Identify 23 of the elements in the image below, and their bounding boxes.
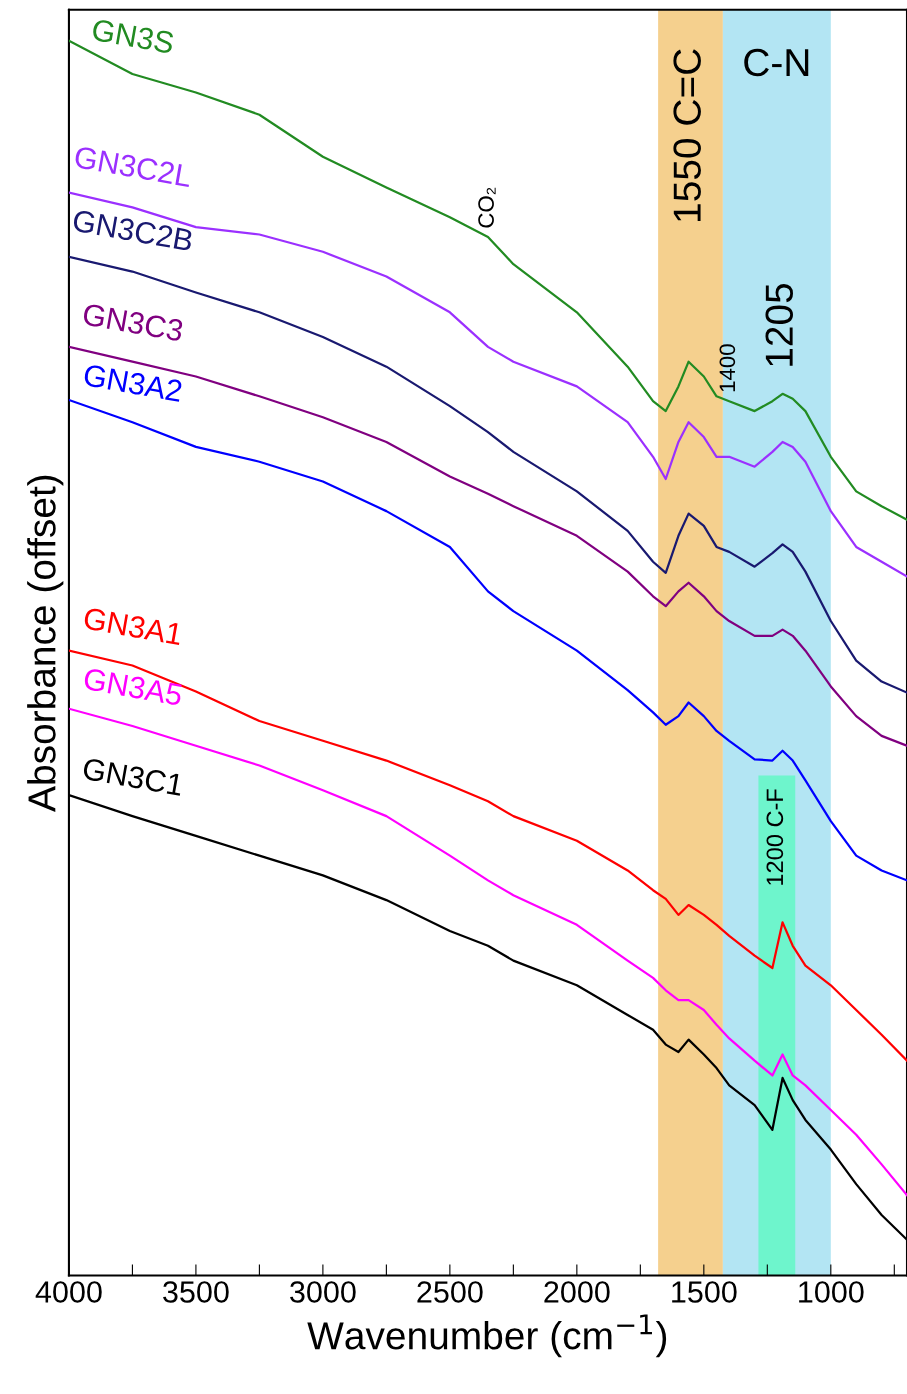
text: GN3S xyxy=(91,18,175,54)
x-tick-label: 3500 xyxy=(163,1281,229,1303)
text: GN3C3 xyxy=(82,303,184,342)
text: GN3A2 xyxy=(83,363,183,403)
x-tick-label: 3000 xyxy=(290,1281,356,1303)
text: GN3A1 xyxy=(83,607,183,646)
x-tick-label: 2500 xyxy=(417,1281,483,1303)
band-label: 1550 C=C xyxy=(673,49,701,221)
x-tick-label: 4000 xyxy=(35,1281,102,1303)
x-axis-title: Wavenumber (cm$^{−1}$) xyxy=(307,1314,667,1358)
text: GN3C2L xyxy=(73,145,193,188)
text: GN3A5 xyxy=(83,667,183,706)
annotation: CO₂ xyxy=(478,187,496,228)
y-axis-title: Absorbance (offset) xyxy=(27,475,64,812)
annotation: 1400 xyxy=(719,344,736,392)
x-tick-label: 2000 xyxy=(544,1281,610,1303)
band-label: C-N xyxy=(744,48,809,77)
x-tick-label: 1000 xyxy=(799,1281,864,1303)
annotation: 1205 xyxy=(765,283,793,366)
band-label: 1200 C-F xyxy=(766,789,784,885)
text: GN3C1 xyxy=(82,757,184,797)
x-tick-label: 1500 xyxy=(672,1281,737,1303)
text: GN3C2B xyxy=(72,209,194,252)
